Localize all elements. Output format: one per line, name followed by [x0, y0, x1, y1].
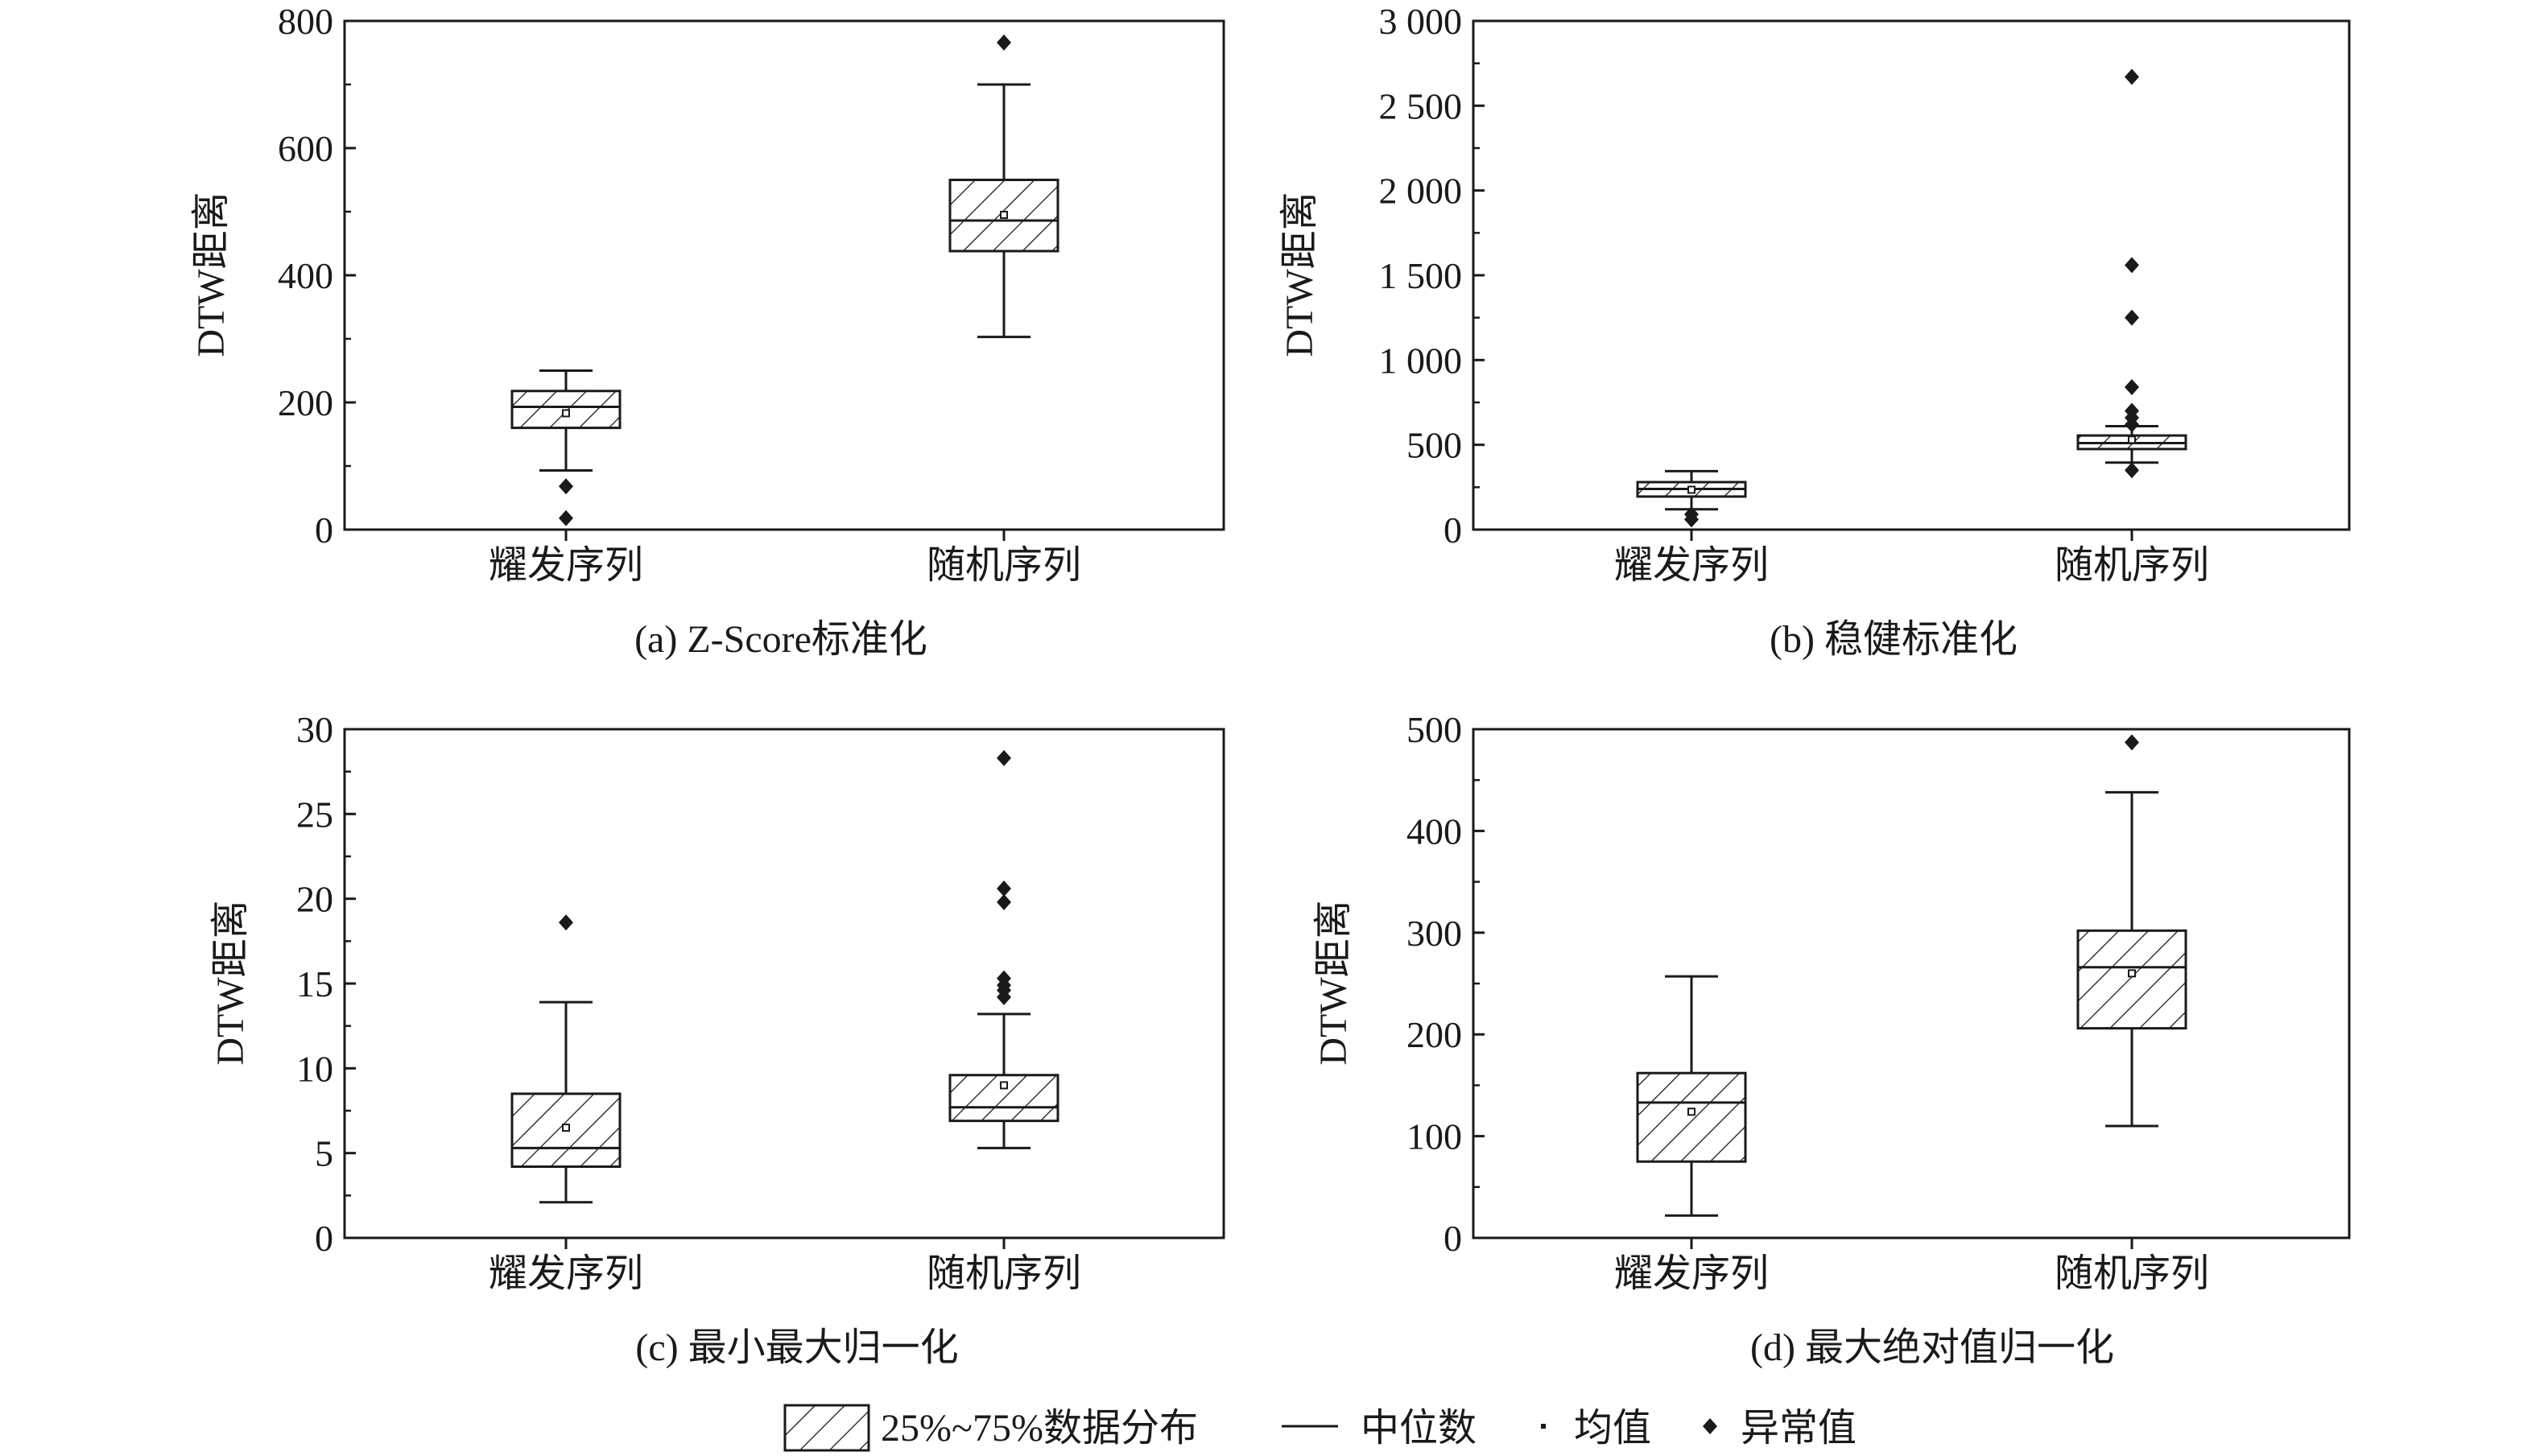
y-axis-label: DTW距离: [190, 192, 233, 357]
y-axis-label: DTW距离: [1278, 192, 1321, 357]
outlier-point: [2125, 462, 2139, 479]
outlier-point: [2125, 68, 2139, 85]
y-axis-label: DTW距离: [209, 900, 252, 1065]
outlier-point: [2125, 309, 2139, 326]
mean-marker: [2128, 969, 2136, 978]
outlier-point: [559, 478, 573, 495]
outlier-point: [559, 914, 573, 931]
panel-caption: (b) 稳健标准化: [1770, 618, 2018, 661]
mean-marker: [562, 1124, 570, 1132]
outlier-point: [997, 881, 1011, 897]
x-category-label: 耀发序列: [489, 1252, 643, 1295]
y-tick-label: 800: [278, 1, 333, 42]
outlier-point: [997, 988, 1011, 1005]
y-tick-label: 100: [1406, 1116, 1462, 1157]
x-category-label: 随机序列: [927, 1252, 1081, 1295]
legend-mean-swatch: [1541, 1424, 1546, 1429]
y-tick-label: 1 000: [1379, 340, 1463, 381]
y-tick-label: 400: [1406, 810, 1462, 852]
x-category-label: 随机序列: [2055, 544, 2209, 587]
legend: 25%~75%数据分布 中位数 均值 异常值: [783, 1404, 1857, 1452]
panel-a: DTW距离 (a) Z-Score标准化 0 200 400 600 800 耀发序列 随机…: [190, 1, 1225, 661]
x-category-label: 耀发序列: [489, 544, 643, 587]
plot-frame: [343, 19, 1225, 531]
mean-marker: [2128, 435, 2136, 444]
plot-frame: [343, 728, 1225, 1239]
y-tick-label: 25: [296, 794, 333, 835]
y-tick-label: 200: [278, 382, 333, 423]
y-tick-label: 10: [296, 1048, 333, 1089]
legend-mean-label: 均值: [1574, 1407, 1651, 1450]
outlier-point: [997, 749, 1011, 766]
outlier-point: [559, 509, 573, 526]
mean-marker: [1687, 485, 1695, 494]
iqr-box: [2076, 929, 2187, 1030]
y-tick-label: 0: [315, 509, 333, 551]
y-tick-label: 3 000: [1379, 1, 1463, 42]
y-tick-label: 5: [315, 1133, 333, 1174]
plot-frame: [1472, 728, 2351, 1239]
y-tick-label: 15: [296, 963, 333, 1004]
y-tick-label: 300: [1406, 913, 1462, 954]
legend-box-label: 25%~75%数据分布: [881, 1407, 1198, 1450]
panel-caption: (c) 最小最大归一化: [635, 1326, 958, 1369]
x-category-label: 耀发序列: [1614, 1252, 1769, 1295]
panel-d: DTW距离 (d) 最大绝对值归一化 0 100 200 300 400 500 耀发序列 随…: [1312, 709, 2351, 1369]
legend-outlier-label: 异常值: [1741, 1407, 1857, 1450]
y-tick-label: 200: [1406, 1014, 1462, 1055]
x-category-label: 随机序列: [927, 544, 1081, 587]
outlier-point: [2125, 416, 2139, 433]
iqr-box: [1636, 1071, 1747, 1163]
y-tick-label: 0: [315, 1218, 333, 1259]
y-tick-label: 0: [1444, 509, 1462, 551]
panel-c: DTW距离 (c) 最小最大归一化 0 5 10 15 20 25 30 耀发序列 随机序列: [209, 709, 1225, 1369]
panel-caption: (a) Z-Score标准化: [634, 618, 927, 661]
outlier-point: [997, 34, 1011, 51]
outlier-point: [2125, 257, 2139, 274]
y-tick-label: 30: [296, 709, 333, 750]
mean-marker: [562, 409, 570, 418]
plot-frame: [1472, 19, 2351, 531]
y-tick-label: 1 500: [1379, 255, 1463, 296]
legend-box-swatch: [783, 1404, 870, 1452]
y-tick-label: 0: [1444, 1218, 1462, 1259]
iqr-box: [510, 1092, 622, 1169]
outlier-point: [2125, 734, 2139, 751]
outlier-point: [2125, 379, 2139, 396]
panel-caption: (d) 最大绝对值归一化: [1750, 1326, 2114, 1369]
mean-marker: [1000, 210, 1008, 219]
x-category-label: 耀发序列: [1614, 544, 1769, 587]
y-tick-label: 600: [278, 128, 333, 169]
y-tick-label: 500: [1406, 709, 1462, 750]
y-tick-label: 2 500: [1379, 85, 1463, 126]
legend-median-label: 中位数: [1361, 1407, 1477, 1450]
outlier-point: [997, 893, 1011, 910]
panel-b: DTW距离 (b) 稳健标准化 0 500 1 000 1 500 2 000 2 500…: [1278, 1, 2351, 661]
mean-marker: [1000, 1081, 1008, 1090]
y-tick-label: 2 000: [1379, 171, 1463, 212]
y-tick-label: 400: [278, 255, 333, 296]
y-tick-label: 20: [296, 879, 333, 920]
x-category-label: 随机序列: [2055, 1252, 2209, 1295]
y-axis-label: DTW距离: [1312, 900, 1355, 1065]
y-tick-label: 500: [1406, 425, 1462, 466]
legend-outlier-swatch: [1703, 1418, 1717, 1434]
mean-marker: [1687, 1107, 1695, 1116]
outlier-point: [1684, 511, 1699, 528]
